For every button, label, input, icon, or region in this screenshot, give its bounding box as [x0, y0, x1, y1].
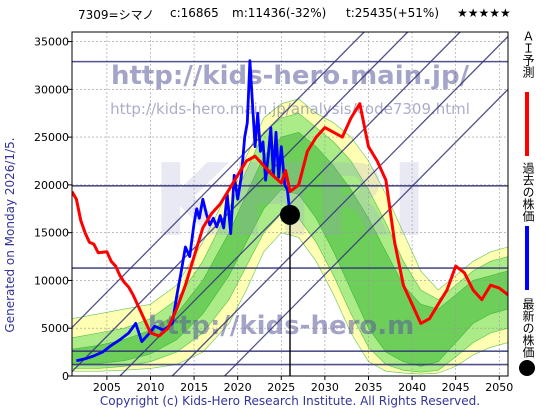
latest-price-dot: [280, 204, 300, 225]
forecast-line: [72, 102, 508, 338]
current-price: c:16865: [170, 6, 219, 20]
chart-header: 7309=シマノ c:16865 m:11436(-32%) t:25435(+…: [0, 6, 540, 26]
x-tick-label-2010: 2010: [136, 381, 164, 394]
x-tick-label-2030: 2030: [311, 381, 339, 394]
legend-forecast-swatch: [525, 92, 529, 156]
x-tick-label-2040: 2040: [398, 381, 426, 394]
y-tick-label-35000: 35000: [34, 36, 69, 49]
x-tick-label-2035: 2035: [354, 381, 382, 394]
legend: ＡＩ予測 過去の株価 最新の株価: [516, 30, 540, 390]
y-tick-label-10000: 10000: [34, 274, 69, 287]
y-tick-label-0: 0: [62, 370, 69, 383]
x-tick-label-2005: 2005: [93, 381, 121, 394]
watermark-url-bottom: http://kids-hero.m: [148, 311, 414, 341]
y-tick-label-5000: 5000: [41, 322, 69, 335]
copyright: Copyright (c) Kids-Hero Research Institu…: [99, 394, 481, 408]
target-forecast: t:25435(+51%): [346, 6, 440, 20]
ticker-label: 7309=シマノ: [78, 8, 155, 22]
y-tick-label-25000: 25000: [34, 131, 69, 144]
price-series: [72, 59, 508, 363]
y-tick-label-30000: 30000: [34, 83, 69, 96]
y-tick-label-15000: 15000: [34, 227, 69, 240]
watermark-url-top: http://kids-hero.main.jp/: [111, 61, 470, 91]
legend-latest-dot: [519, 360, 535, 376]
x-axis: 2005 2010 2015 2020 2025 2030 2035 2040 2045 2050: [93, 376, 513, 394]
y-tick-label-20000: 20000: [34, 179, 69, 192]
band-green: [72, 112, 508, 373]
y-axis: 0 5000 10000 15000 20000 25000 30000 35000: [34, 36, 72, 383]
min-forecast: m:11436(-32%): [232, 6, 327, 20]
trend-line-1: [72, 32, 409, 373]
latest-marker: [280, 204, 300, 225]
plot-frame: [71, 31, 509, 377]
trend-line-3: [171, 35, 508, 376]
watermark-url-analysis: http://kids-hero.main.jp/analysis/code73…: [110, 100, 470, 118]
x-tick-label-2045: 2045: [442, 381, 470, 394]
x-tick-label-2020: 2020: [224, 381, 252, 394]
x-tick-label-2015: 2015: [180, 381, 208, 394]
legend-past-label: 過去の株価: [521, 162, 535, 222]
rating-stars: ★★★★★: [457, 6, 511, 20]
trend-line-0: [72, 32, 365, 329]
legend-past-swatch: [525, 226, 529, 290]
legend-forecast-label: ＡＩ予測: [521, 30, 535, 78]
x-tick-label-2025: 2025: [267, 381, 295, 394]
legend-latest-label: 最新の株価: [521, 298, 535, 358]
x-tick-label-2050: 2050: [485, 381, 513, 394]
past-price-line: [76, 59, 292, 363]
